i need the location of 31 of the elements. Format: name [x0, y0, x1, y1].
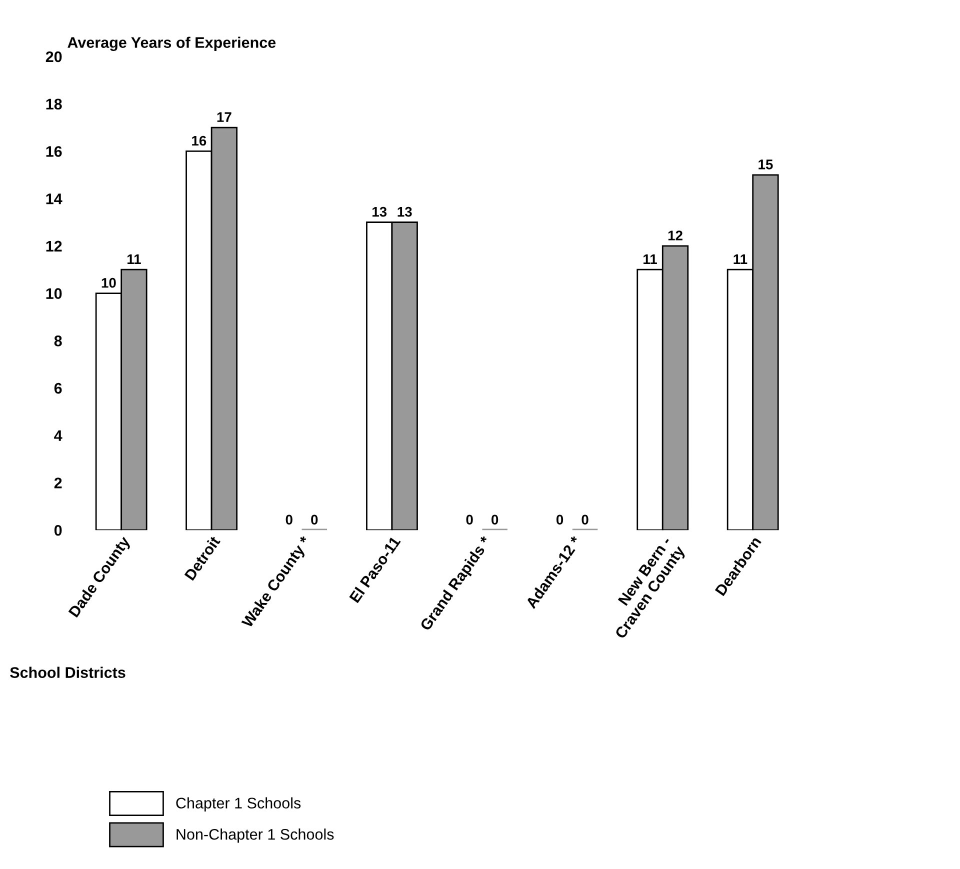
- y-tick-label: 0: [54, 524, 62, 536]
- y-tick-label: 2: [54, 478, 62, 488]
- y-tick-label: 20: [46, 51, 62, 62]
- data-label: 0: [466, 514, 473, 525]
- data-label: 12: [668, 230, 682, 240]
- x-axis-title: School Districts: [10, 666, 126, 678]
- y-tick-label: 10: [46, 288, 62, 299]
- y-tick-label: 6: [54, 382, 62, 394]
- data-label: 11: [127, 254, 141, 264]
- data-label: 0: [286, 514, 292, 525]
- y-tick-label: 4: [54, 430, 62, 441]
- y-tick-label: 12: [46, 240, 62, 252]
- data-label: 13: [372, 206, 387, 217]
- data-label: 0: [492, 514, 498, 525]
- data-label: 11: [644, 254, 657, 264]
- data-label: 0: [582, 514, 588, 525]
- y-axis-title: Average Years of Experience: [68, 36, 276, 52]
- y-tick-label: 16: [46, 146, 62, 157]
- data-label: 0: [556, 514, 564, 525]
- data-label: 11: [734, 254, 748, 264]
- y-tick-label: 8: [54, 336, 62, 346]
- data-label: 13: [398, 206, 412, 217]
- y-tick-label: 18: [46, 98, 62, 110]
- legend-label: Chapter 1 Schools: [176, 797, 301, 812]
- data-label: 10: [102, 278, 116, 288]
- legend-label: Non-Chapter 1 Schools: [176, 828, 334, 843]
- data-label: 0: [311, 514, 318, 525]
- data-label: 16: [192, 136, 206, 146]
- data-label: 17: [217, 112, 232, 122]
- y-tick-label: 14: [46, 194, 62, 204]
- data-label: 15: [758, 160, 773, 170]
